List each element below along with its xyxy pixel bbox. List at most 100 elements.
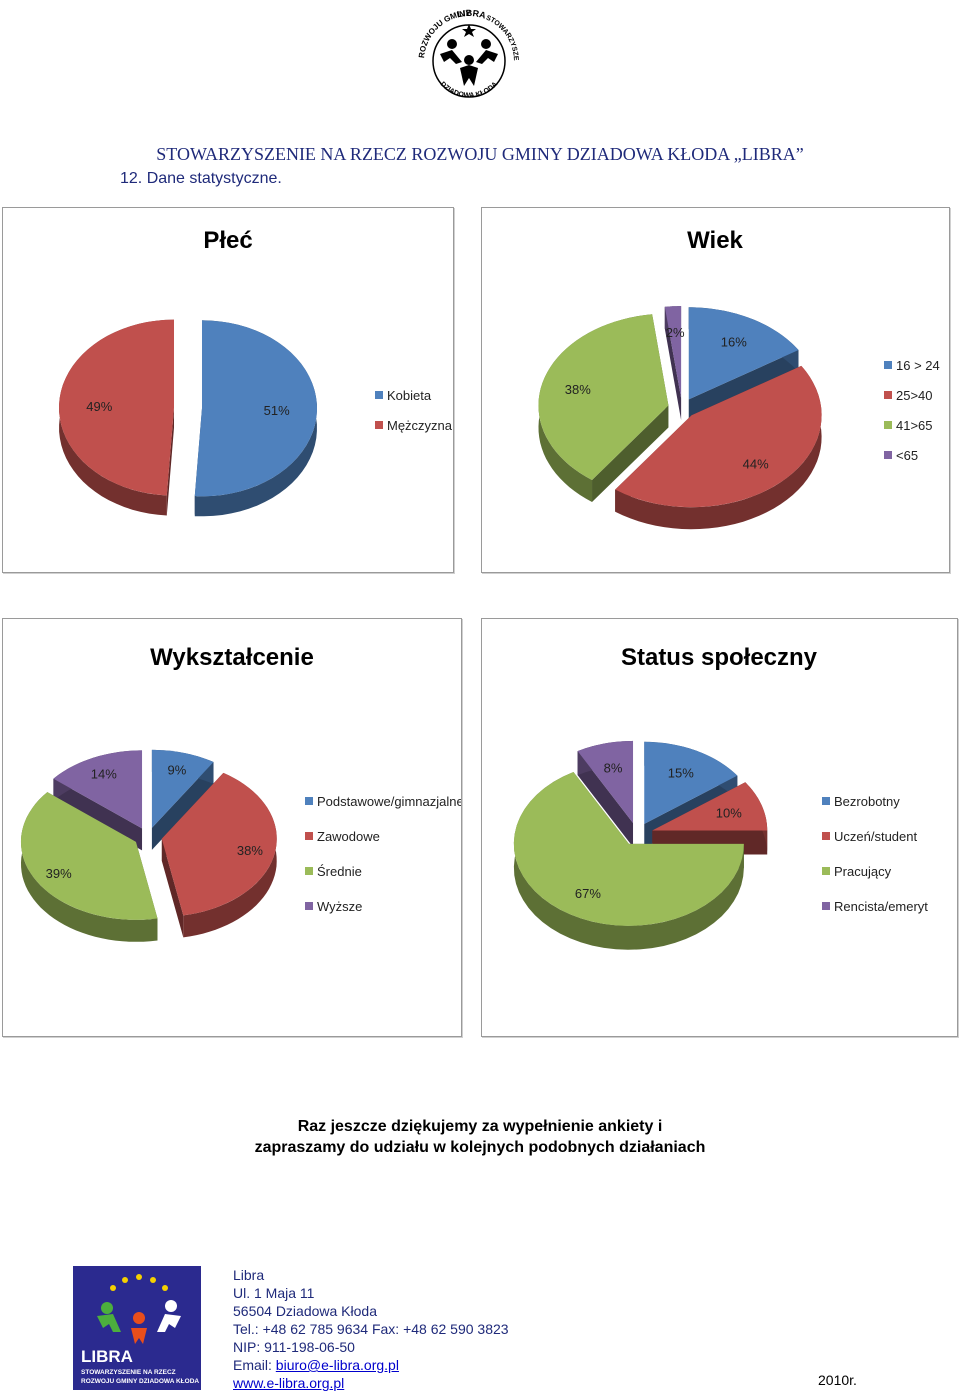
pie-slice-wall-m-czyzna: [166, 319, 175, 516]
pie-slice-wall-16-24: [688, 307, 799, 422]
chart-wiek-svg: Wiek 16% 44% 38% 2% 16 > 24 25>40 41>65 <65: [538, 227, 940, 530]
data-label-ucze-student: 10%: [716, 806, 742, 821]
website-link[interactable]: www.e-libra.org.pl: [233, 1375, 345, 1391]
legend-swatch-m-czyzna: [375, 421, 383, 429]
legend: 16 > 24 25>40 41>65 <65: [884, 358, 940, 463]
pie-area: 15% 10% 67% 8%: [513, 740, 768, 950]
legend-swatch-podstawowe-gimnazjalne: [305, 797, 313, 805]
legend-swatch-bezrobotny: [822, 797, 830, 805]
chart-plec-svg: Płeć 51% 49% Kobieta Mężczyzna: [59, 227, 453, 517]
pie-slice-kobieta: [194, 320, 317, 497]
logo-line-2: ROZWOJU GMINY DZIADOWA KŁODA: [81, 1378, 199, 1385]
data-label-wy-sze: 14%: [91, 766, 117, 781]
email-link[interactable]: biuro@e-libra.org.pl: [275, 1357, 399, 1373]
pie-slice-41-65: [538, 314, 669, 480]
pie-slice-wall-41-65: [592, 314, 669, 502]
thanks-line-2: zapraszamy do udziału w kolejnych podobn…: [254, 1139, 706, 1156]
data-label-pracuj-cy: 67%: [575, 886, 601, 901]
pie-slice-65: [664, 306, 682, 399]
pie-slice-rednie: [20, 792, 158, 920]
contact-name: Libra: [233, 1267, 265, 1283]
legend-label-kobieta: Kobieta: [387, 388, 432, 403]
chart-title: Status społeczny: [621, 644, 818, 671]
chart-status-svg: Status społeczny 15% 10% 67% 8% Bezrobotny U…: [513, 644, 928, 950]
legend-swatch-16-24: [884, 361, 892, 369]
pie-slice-side-25-40: [615, 365, 822, 530]
legend-swatch-65: [884, 451, 892, 459]
legend-label-podstawowe-gimnazjalne: Podstawowe/gimnazjalne: [317, 794, 461, 809]
pie-slice-wall-bezrobotny: [644, 741, 738, 848]
legend-label-zawodowe: Zawodowe: [317, 829, 380, 844]
data-label-rednie: 39%: [46, 866, 72, 881]
legend-swatch-ucze-student: [822, 832, 830, 840]
pie-slice-zawodowe: [161, 772, 277, 916]
thanks-message: Raz jeszcze dziękujemy za wypełnienie an…: [0, 1116, 960, 1158]
email-label: Email:: [233, 1357, 276, 1373]
pie-slice-side-zawodowe: [183, 772, 277, 938]
logo-name: LIBRA: [81, 1347, 133, 1366]
data-label-41-65: 38%: [565, 382, 591, 397]
legend-swatch-rencista-emeryt: [822, 902, 830, 910]
libra-logo-bottom: LIBRA STOWARZYSZENIE NA RZECZ ROZWOJU GM…: [73, 1266, 201, 1390]
legend-label-41-65: 41>65: [896, 418, 933, 433]
data-label-rencista-emeryt: 8%: [604, 760, 623, 775]
data-label-m-czyzna: 49%: [86, 399, 112, 414]
libra-logo-top: ROZWOJU GMINY LIBRA STOWARZYSZENIE DZIAD…: [410, 2, 519, 100]
footer-year: 2010r.: [818, 1372, 857, 1388]
data-label-zawodowe: 38%: [237, 843, 263, 858]
legend-label-rednie: Średnie: [317, 864, 362, 879]
pie-slice-16-24: [688, 307, 799, 400]
svg-text:LIBRA: LIBRA: [456, 8, 487, 21]
chart-wiek: Wiek 16% 44% 38% 2% 16 > 24 25>40 41>65 <65: [481, 207, 950, 573]
legend-label-rencista-emeryt: Rencista/emeryt: [834, 899, 928, 914]
data-label-bezrobotny: 15%: [668, 766, 694, 781]
pie-slice-wy-sze: [53, 750, 143, 829]
contact-street: Ul. 1 Maja 11: [233, 1285, 315, 1301]
pie-slice-wall-65: [664, 306, 682, 421]
contact-city: 56504 Dziadowa Kłoda: [233, 1303, 377, 1319]
legend: Podstawowe/gimnazjalne Zawodowe Średnie Wyż…: [305, 794, 461, 914]
contact-phone: Tel.: +48 62 785 9634 Fax: +48 62 590 38…: [233, 1321, 509, 1337]
legend-swatch-zawodowe: [305, 832, 313, 840]
logo-arc-top: LIBRA: [456, 8, 487, 21]
data-label-65: 2%: [666, 325, 685, 340]
chart-status-spoleczny: Status społeczny 15% 10% 67% 8% Bezrobotny U…: [481, 618, 958, 1037]
legend-label-65: <65: [896, 448, 918, 463]
data-label-kobieta: 51%: [264, 403, 290, 418]
contact-block: Libra Ul. 1 Maja 11 56504 Dziadowa Kłoda…: [233, 1266, 509, 1392]
pie-slice-rencista-emeryt: [577, 740, 634, 823]
legend-swatch-pracuj-cy: [822, 867, 830, 875]
thanks-line-1: Raz jeszcze dziękujemy za wypełnienie an…: [297, 1118, 663, 1135]
legend-label-16-24: 16 > 24: [896, 358, 940, 373]
legend-swatch-25-40: [884, 391, 892, 399]
contact-website-line: www.e-libra.org.pl: [233, 1374, 509, 1392]
pie-slice-wall-podstawowe-gimnazjalne: [151, 749, 214, 850]
pie-slice-m-czyzna: [59, 319, 175, 496]
chart-title: Wykształcenie: [150, 644, 314, 671]
legend-label-bezrobotny: Bezrobotny: [834, 794, 900, 809]
contact-email-line: Email: biuro@e-libra.org.pl: [233, 1356, 509, 1374]
data-label-podstawowe-gimnazjalne: 9%: [168, 763, 187, 778]
legend-label-pracuj-cy: Pracujący: [834, 864, 892, 879]
legend-swatch-kobieta: [375, 391, 383, 399]
pie-slice-side-rednie: [21, 792, 158, 942]
chart-wyksztalcenie-svg: Wykształcenie 9% 38% 39% 14% Podstawowe/gim…: [20, 644, 461, 942]
chart-title: Wiek: [687, 227, 743, 254]
legend-label-ucze-student: Uczeń/student: [834, 829, 917, 844]
legend-swatch-rednie: [305, 867, 313, 875]
pie-area: 9% 38% 39% 14%: [20, 749, 277, 942]
pie-slice-wall-zawodowe: [161, 772, 224, 938]
legend-label-m-czyzna: Mężczyzna: [387, 418, 453, 433]
pie-slice-25-40: [615, 365, 822, 508]
organization-title: STOWARZYSZENIE NA RZECZ ROZWOJU GMINY DZ…: [156, 144, 804, 164]
section-title: 12. Dane statystyczne.: [120, 170, 282, 187]
legend-swatch-wy-sze: [305, 902, 313, 910]
pie-area: 16% 44% 38% 2%: [538, 306, 822, 530]
pie-slice-podstawowe-gimnazjalne: [151, 749, 214, 828]
logo-line-1: STOWARZYSZENIE NA RZECZ: [81, 1369, 176, 1376]
pie-slice-pracuj-cy: [513, 771, 744, 926]
legend-label-wy-sze: Wyższe: [317, 899, 362, 914]
chart-title: Płeć: [203, 227, 252, 254]
chart-wyksztalcenie: Wykształcenie 9% 38% 39% 14% Podstawowe/gim…: [2, 618, 462, 1037]
data-label-25-40: 44%: [743, 457, 769, 472]
